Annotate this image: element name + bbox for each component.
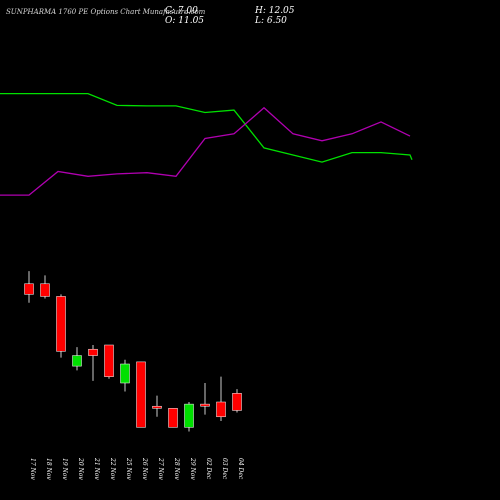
candles [24, 271, 242, 432]
candle-body [152, 405, 162, 409]
x-tick-label: 22 Nov [109, 457, 116, 480]
candle-body [56, 296, 66, 352]
x-tick-label: 27 Nov [157, 457, 164, 480]
candle-body [120, 363, 130, 384]
candle-02-dec [200, 383, 210, 415]
candle-21-nov [88, 345, 98, 381]
candle-17-nov [24, 271, 34, 303]
x-tick-label: 20 Nov [77, 457, 84, 480]
chart-title: SUNPHARMA 1760 PE Options Chart Munafasu… [6, 8, 206, 16]
candle-20-nov [72, 347, 82, 371]
candle-body [88, 348, 98, 356]
low-value: L: 6.50 [255, 16, 287, 26]
purple-indicator-line [0, 106, 411, 196]
indicator-lines [0, 92, 413, 196]
x-tick-label: 03 Dec [221, 458, 228, 480]
candle-03-dec [216, 376, 226, 421]
candle-19-nov [56, 294, 66, 358]
candle-body [40, 283, 50, 297]
green-indicator-line [0, 92, 413, 163]
candle-22-nov [104, 344, 114, 379]
x-tick-label: 17 Nov [29, 458, 36, 480]
candle-27-nov [152, 395, 162, 417]
candle-body [216, 401, 226, 418]
x-tick-label: 28 Nov [173, 457, 180, 480]
candle-18-nov [40, 275, 50, 299]
candle-04-dec [232, 389, 242, 413]
candle-body [168, 408, 178, 428]
candle-body [200, 403, 210, 407]
x-axis-labels: 17 Nov 18 Nov 19 Nov 20 Nov 21 Nov 22 Nov 25 N… [29, 457, 244, 480]
close-value: C: 7.00 [165, 6, 198, 16]
candle-26-nov [136, 361, 146, 428]
candle-body [232, 393, 242, 411]
open-value: O: 11.05 [165, 16, 205, 26]
candle-body [184, 403, 194, 428]
x-tick-label: 26 Nov [141, 457, 148, 480]
x-tick-label: 02 Dec [205, 458, 212, 480]
candle-29-nov [184, 402, 194, 432]
candle-body [72, 355, 82, 367]
candle-body [136, 361, 146, 428]
candle-28-nov [168, 408, 178, 428]
candle-body [104, 344, 114, 377]
candle-25-nov [120, 359, 130, 392]
x-tick-label: 29 Nov [189, 457, 196, 480]
x-tick-label: 04 Dec [237, 458, 244, 480]
high-value: H: 12.05 [255, 6, 295, 16]
x-tick-label: 25 Nov [125, 457, 132, 480]
x-tick-label: 21 Nov [93, 457, 100, 480]
x-tick-label: 19 Nov [61, 458, 68, 480]
x-tick-label: 18 Nov [45, 458, 52, 480]
candle-body [24, 283, 34, 295]
